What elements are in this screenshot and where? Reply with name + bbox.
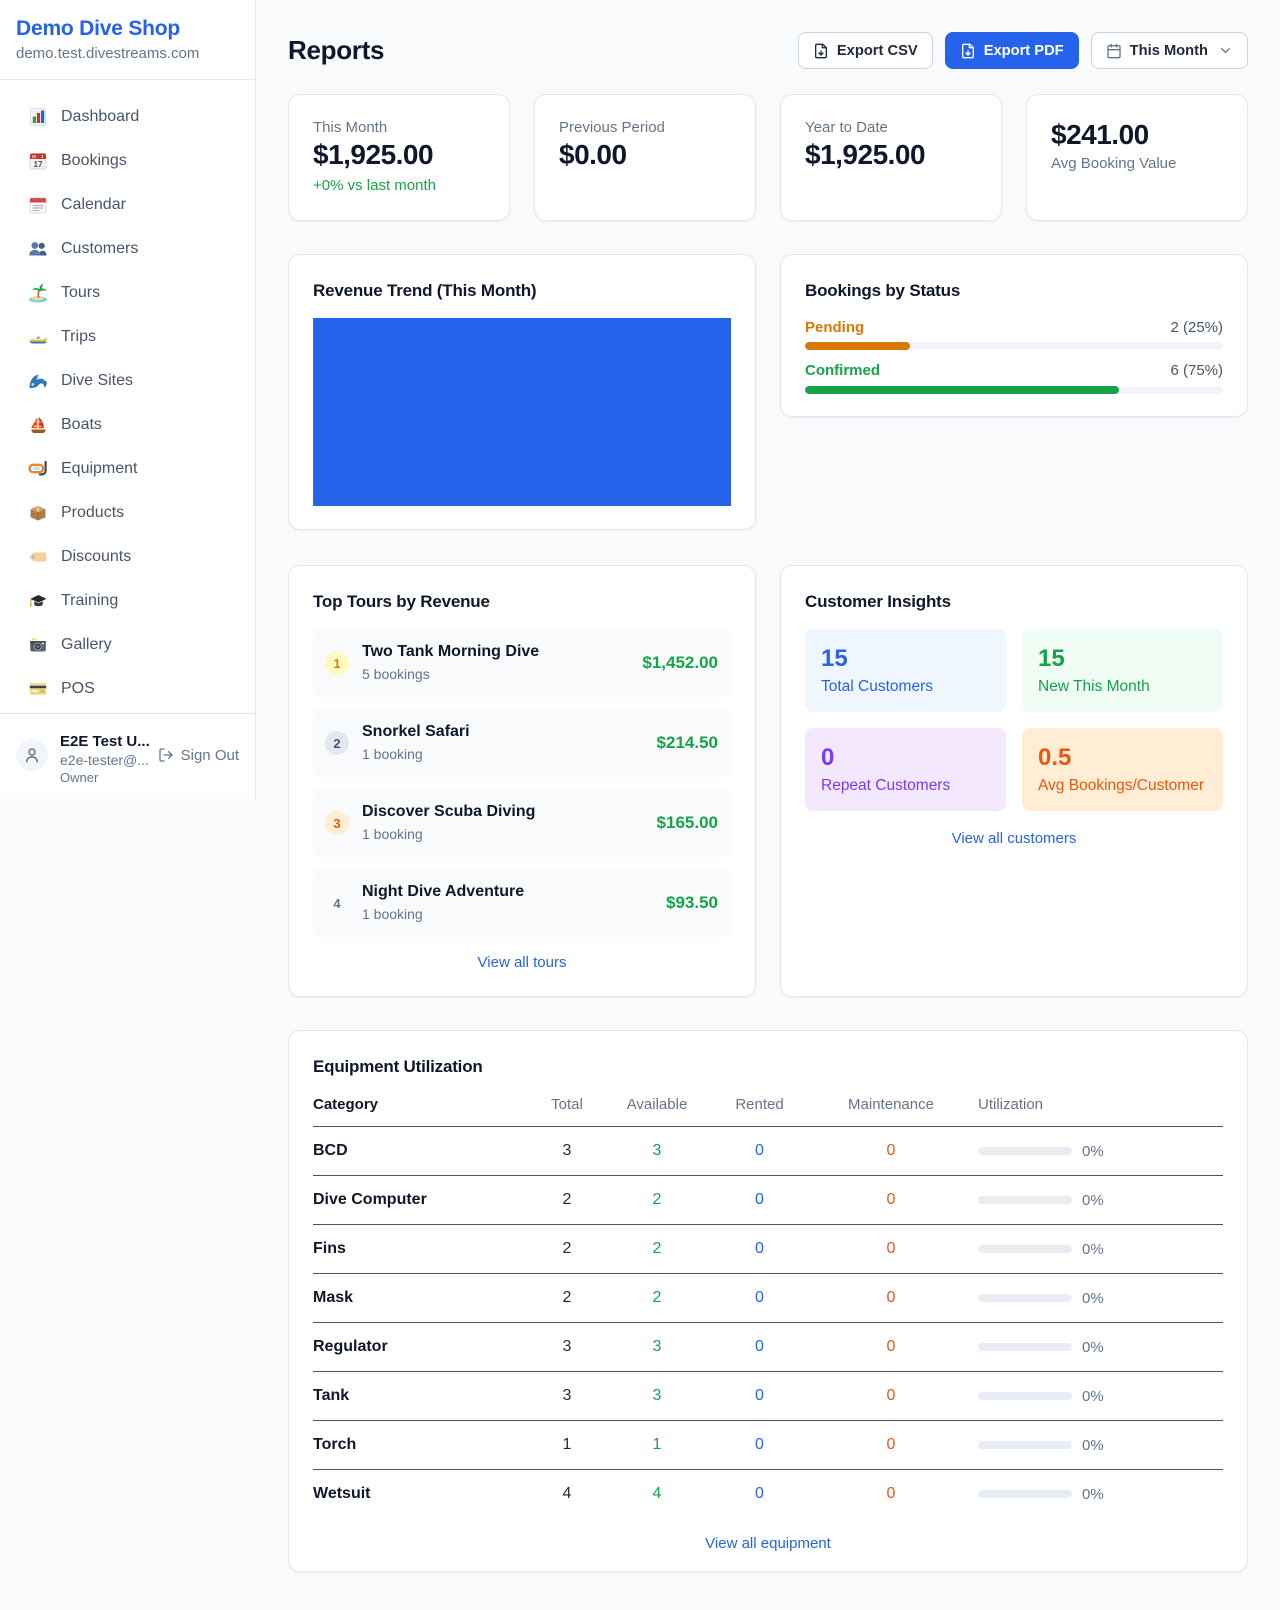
svg-text:J: J [41, 154, 44, 159]
svg-text:M: M [32, 154, 36, 159]
svg-text:17: 17 [33, 160, 43, 169]
